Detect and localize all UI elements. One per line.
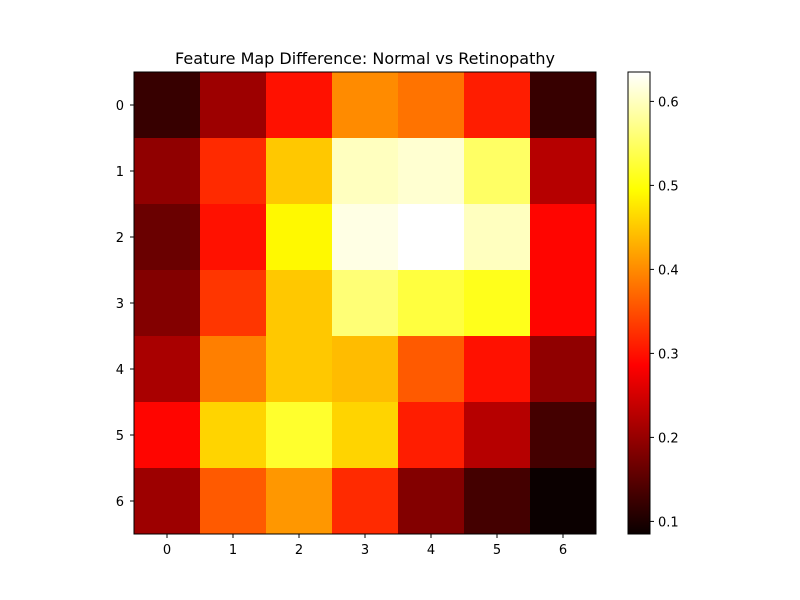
x-axis: 0 1 2 3 4 5 6	[163, 534, 567, 558]
heatmap-cell	[266, 270, 333, 337]
heatmap-cell	[530, 402, 597, 469]
heatmap-cell	[530, 336, 597, 403]
colorbar-axis: 0.1 0.2 0.3 0.4 0.5 0.6	[650, 95, 679, 530]
colorbar-tick-label: 0.2	[658, 431, 679, 446]
heatmap-cell	[530, 270, 597, 337]
heatmap-cell	[200, 270, 267, 337]
heatmap-cell	[134, 402, 201, 469]
x-tick-label: 6	[559, 543, 567, 558]
x-tick-label: 3	[361, 543, 369, 558]
heatmap-cell	[398, 270, 465, 337]
heatmap-cell	[134, 204, 201, 271]
heatmap-cell	[134, 138, 201, 205]
x-tick-label: 5	[493, 543, 501, 558]
heatmap-cell	[134, 270, 201, 337]
heatmap-cell	[464, 336, 531, 403]
colorbar-tick-label: 0.5	[658, 179, 679, 194]
heatmap-cell	[332, 138, 399, 205]
heatmap-cell	[530, 72, 597, 139]
heatmap-cell	[398, 468, 465, 535]
heatmap-cell	[398, 72, 465, 139]
colorbar-tick-label: 0.3	[658, 347, 679, 362]
colorbar-tick-label: 0.1	[658, 515, 679, 530]
heatmap-cell	[464, 204, 531, 271]
chart-title: Feature Map Difference: Normal vs Retino…	[175, 49, 555, 68]
heatmap-cell	[332, 270, 399, 337]
heatmap-cell	[398, 402, 465, 469]
heatmap-cell	[332, 204, 399, 271]
heatmap-cell	[200, 402, 267, 469]
heatmap-cell	[398, 204, 465, 271]
heatmap-cell	[200, 72, 267, 139]
heatmap-cell	[266, 204, 333, 271]
heatmap-cell	[200, 336, 267, 403]
heatmap-cell	[266, 468, 333, 535]
heatmap-cell	[530, 468, 597, 535]
heatmap-cell	[200, 468, 267, 535]
x-tick-label: 1	[229, 543, 237, 558]
y-tick-label: 5	[116, 429, 124, 444]
heatmap-cell	[266, 336, 333, 403]
colorbar-frame	[627, 71, 651, 535]
heatmap-cell	[200, 204, 267, 271]
y-tick-label: 0	[116, 99, 124, 114]
y-tick-label: 2	[116, 231, 124, 246]
heatmap-cell	[464, 468, 531, 535]
colorbar-tick-label: 0.6	[658, 95, 679, 110]
x-tick-label: 4	[427, 543, 435, 558]
heatmap-cell	[134, 468, 201, 535]
heatmap-cell	[332, 72, 399, 139]
heatmap-cell	[464, 270, 531, 337]
colorbar	[628, 72, 650, 534]
x-tick-label: 0	[163, 543, 171, 558]
heatmap-cell	[398, 138, 465, 205]
heatmap-cell	[266, 72, 333, 139]
y-tick-label: 4	[116, 363, 124, 378]
heatmap-cell	[266, 402, 333, 469]
colorbar-tick-label: 0.4	[658, 263, 679, 278]
heatmap-cell	[464, 402, 531, 469]
heatmap-cell	[464, 138, 531, 205]
heatmap-cell	[530, 138, 597, 205]
heatmap-cell	[134, 336, 201, 403]
heatmap-cell	[464, 72, 531, 139]
y-axis: 0 1 2 3 4 5 6	[116, 99, 134, 510]
y-tick-label: 1	[116, 165, 124, 180]
heatmap-cell	[332, 402, 399, 469]
x-tick-label: 2	[295, 543, 303, 558]
heatmap-cell	[530, 204, 597, 271]
heatmap-cell	[332, 336, 399, 403]
y-tick-label: 3	[116, 297, 124, 312]
heatmap-cell	[200, 138, 267, 205]
heatmap-cell	[332, 468, 399, 535]
heatmap-cells	[134, 72, 597, 535]
heatmap-cell	[134, 72, 201, 139]
heatmap-cell	[266, 138, 333, 205]
y-tick-label: 6	[116, 495, 124, 510]
heatmap-cell	[398, 336, 465, 403]
